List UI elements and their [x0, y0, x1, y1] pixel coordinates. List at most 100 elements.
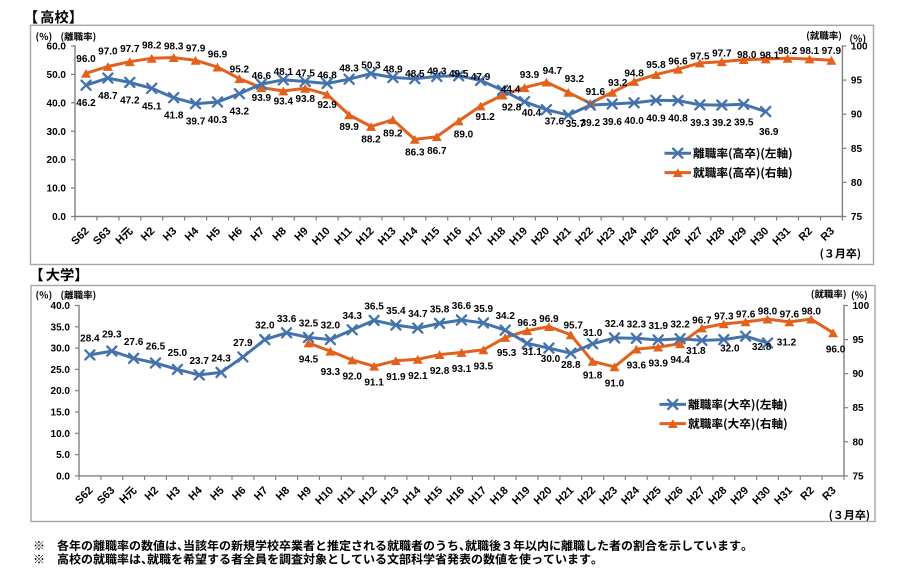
svg-text:49.3: 49.3	[427, 66, 447, 77]
svg-text:88.2: 88.2	[361, 135, 381, 146]
svg-text:93.4: 93.4	[274, 97, 294, 108]
svg-text:29.3: 29.3	[102, 330, 122, 341]
svg-text:93.3: 93.3	[321, 367, 341, 378]
svg-text:48.7: 48.7	[98, 91, 118, 102]
svg-text:32.0: 32.0	[720, 344, 740, 355]
svg-text:34.7: 34.7	[408, 309, 428, 320]
svg-text:98.1: 98.1	[760, 50, 780, 61]
svg-text:98.0: 98.0	[801, 307, 821, 318]
svg-text:95.3: 95.3	[497, 348, 517, 359]
svg-text:46.6: 46.6	[252, 71, 272, 82]
svg-text:95.8: 95.8	[646, 60, 666, 71]
svg-text:40.4: 40.4	[522, 108, 542, 119]
svg-text:89.2: 89.2	[383, 128, 403, 139]
svg-text:33.6: 33.6	[277, 314, 297, 325]
svg-text:20.0: 20.0	[51, 386, 71, 397]
svg-text:27.6: 27.6	[124, 337, 144, 348]
svg-text:40.0: 40.0	[624, 116, 644, 127]
svg-text:23.7: 23.7	[189, 356, 209, 367]
svg-text:100: 100	[853, 301, 870, 312]
svg-text:97.9: 97.9	[822, 46, 842, 57]
svg-text:97.7: 97.7	[120, 44, 140, 55]
svg-text:93.2: 93.2	[565, 74, 585, 85]
svg-text:39.5: 39.5	[734, 117, 754, 128]
svg-text:91.2: 91.2	[475, 112, 495, 123]
svg-text:47.5: 47.5	[295, 69, 315, 80]
svg-text:48.3: 48.3	[339, 63, 359, 74]
svg-text:96.9: 96.9	[208, 50, 228, 61]
svg-text:26.5: 26.5	[146, 342, 166, 353]
svg-text:96.0: 96.0	[826, 344, 846, 355]
svg-text:45.1: 45.1	[142, 101, 162, 112]
svg-text:80: 80	[853, 437, 865, 448]
svg-text:36.5: 36.5	[364, 301, 384, 312]
svg-text:31.8: 31.8	[686, 346, 706, 357]
svg-text:41.8: 41.8	[164, 111, 184, 122]
svg-text:96.0: 96.0	[76, 54, 96, 65]
svg-text:93.5: 93.5	[474, 361, 494, 372]
svg-text:50.3: 50.3	[361, 61, 381, 72]
svg-text:39.3: 39.3	[690, 118, 710, 129]
svg-text:31.9: 31.9	[648, 321, 668, 332]
svg-text:39.2: 39.2	[581, 118, 601, 129]
svg-text:94.4: 94.4	[670, 355, 690, 366]
svg-text:35.9: 35.9	[474, 304, 494, 315]
svg-text:32.2: 32.2	[670, 320, 690, 331]
svg-text:94.8: 94.8	[624, 69, 644, 80]
svg-text:95: 95	[851, 76, 863, 87]
svg-text:93.6: 93.6	[627, 361, 647, 372]
svg-text:32.0: 32.0	[255, 321, 275, 332]
svg-text:91.0: 91.0	[605, 378, 625, 389]
svg-text:32.3: 32.3	[627, 319, 647, 330]
svg-text:25.0: 25.0	[168, 348, 188, 359]
svg-text:48.9: 48.9	[383, 65, 403, 76]
svg-text:5.0: 5.0	[56, 450, 70, 461]
svg-text:92.8: 92.8	[502, 103, 522, 114]
svg-text:32.8: 32.8	[752, 342, 772, 353]
svg-text:98.2: 98.2	[778, 46, 798, 57]
svg-text:94.7: 94.7	[543, 66, 563, 77]
svg-text:36.6: 36.6	[452, 301, 472, 312]
svg-text:97.6: 97.6	[736, 309, 756, 320]
svg-text:40.9: 40.9	[646, 113, 666, 124]
svg-text:46.8: 46.8	[317, 71, 337, 82]
svg-text:20.0: 20.0	[47, 155, 67, 166]
svg-text:100: 100	[851, 42, 868, 53]
svg-text:97.7: 97.7	[712, 49, 732, 60]
svg-text:37.6: 37.6	[545, 117, 565, 128]
svg-text:75: 75	[853, 471, 865, 482]
svg-text:93.8: 93.8	[295, 94, 315, 105]
svg-text:93.9: 93.9	[252, 93, 272, 104]
svg-text:91.9: 91.9	[386, 372, 406, 383]
svg-text:31.1: 31.1	[522, 347, 542, 358]
svg-text:90: 90	[851, 110, 863, 121]
svg-text:40.0: 40.0	[51, 301, 71, 312]
svg-text:32.0: 32.0	[321, 321, 341, 332]
svg-text:40.8: 40.8	[668, 114, 688, 125]
svg-text:15.0: 15.0	[51, 408, 71, 419]
svg-text:24.3: 24.3	[211, 353, 231, 364]
svg-text:32.4: 32.4	[605, 319, 625, 330]
svg-text:47.2: 47.2	[120, 95, 140, 106]
svg-text:60.0: 60.0	[47, 42, 67, 53]
svg-text:90: 90	[853, 369, 865, 380]
svg-text:30.0: 30.0	[541, 354, 561, 365]
svg-text:91.6: 91.6	[586, 87, 606, 98]
svg-text:30.0: 30.0	[51, 344, 71, 355]
svg-text:98.0: 98.0	[758, 307, 778, 318]
svg-text:96.7: 96.7	[692, 316, 712, 327]
svg-text:0.0: 0.0	[56, 471, 70, 482]
svg-text:94.5: 94.5	[299, 355, 319, 366]
svg-text:46.2: 46.2	[76, 98, 96, 109]
svg-text:85: 85	[851, 144, 863, 155]
svg-text:31.0: 31.0	[583, 328, 603, 339]
svg-text:96.3: 96.3	[517, 318, 537, 329]
svg-text:10.0: 10.0	[51, 429, 71, 440]
svg-text:40.3: 40.3	[208, 115, 228, 126]
svg-text:97.3: 97.3	[714, 311, 734, 322]
svg-text:35.8: 35.8	[430, 304, 450, 315]
svg-text:97.9: 97.9	[186, 44, 206, 55]
svg-text:35.0: 35.0	[51, 322, 71, 333]
svg-text:92.1: 92.1	[408, 371, 428, 382]
svg-text:80: 80	[851, 178, 863, 189]
